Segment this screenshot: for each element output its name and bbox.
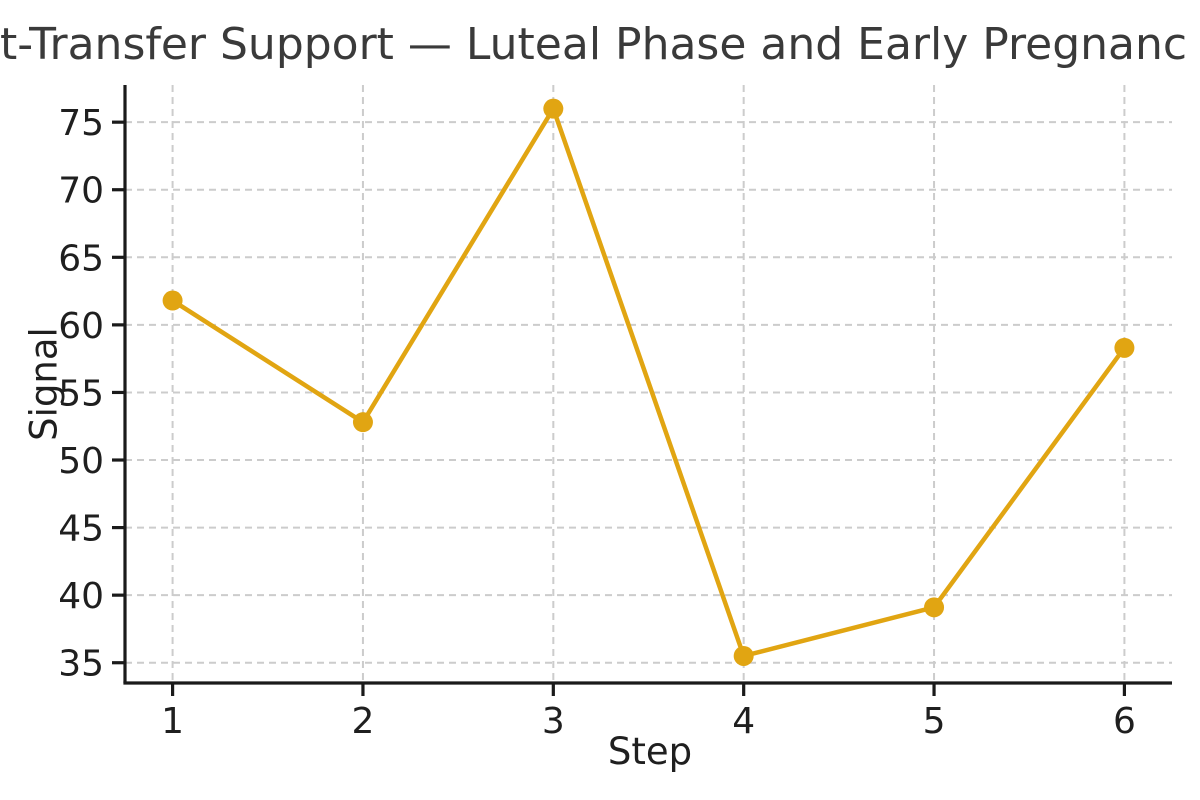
data-point xyxy=(162,290,183,311)
y-tick-label: 70 xyxy=(58,171,104,212)
y-tick-label: 55 xyxy=(58,373,104,414)
data-point xyxy=(924,597,945,618)
data-point xyxy=(1114,337,1135,358)
y-tick-label: 50 xyxy=(58,441,104,482)
y-tick-label: 45 xyxy=(58,509,104,550)
x-tick-label: 5 xyxy=(923,701,946,742)
x-axis-label: Step xyxy=(607,730,693,773)
series-line xyxy=(170,106,1127,659)
data-point xyxy=(543,98,564,119)
y-tick-label: 65 xyxy=(58,238,104,279)
chart-title: t-Transfer Support — Luteal Phase and Ea… xyxy=(0,19,1188,70)
data-point xyxy=(352,412,373,433)
x-tick-label: 2 xyxy=(352,701,375,742)
y-tick-label: 35 xyxy=(58,644,104,685)
y-axis-label: Signal xyxy=(22,327,66,441)
x-tick-label: 6 xyxy=(1113,701,1136,742)
x-tick-label: 1 xyxy=(161,701,184,742)
y-tick-label: 40 xyxy=(58,576,104,617)
y-tick-label: 75 xyxy=(58,103,104,144)
x-tick-label: 4 xyxy=(732,701,755,742)
y-tick-label: 60 xyxy=(58,306,104,347)
data-point xyxy=(733,645,754,666)
x-tick-label: 3 xyxy=(542,701,565,742)
